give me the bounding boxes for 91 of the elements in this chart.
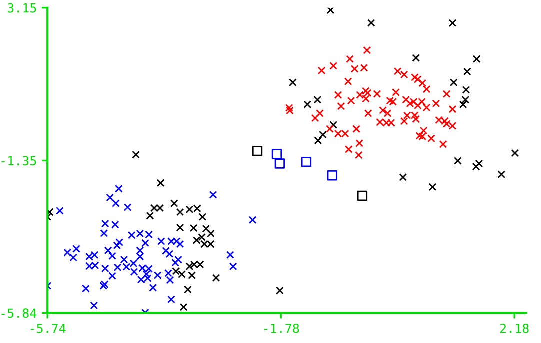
point [206, 230, 215, 238]
point [157, 238, 166, 246]
point [412, 54, 420, 62]
y-tick-label: -1.35 [2, 156, 36, 166]
point [472, 162, 480, 171]
point [100, 229, 108, 238]
point [428, 183, 437, 192]
point [166, 276, 174, 284]
point [184, 286, 192, 294]
point [132, 150, 140, 159]
point [170, 200, 178, 208]
x-tick-label: -5.74 [30, 324, 66, 334]
point [120, 256, 128, 264]
point [149, 284, 158, 292]
point [111, 220, 120, 229]
point [136, 246, 144, 255]
point [104, 246, 112, 255]
point [130, 260, 138, 268]
point [172, 258, 180, 267]
point [252, 146, 263, 156]
point [274, 158, 286, 169]
point [319, 130, 327, 139]
point [209, 191, 218, 199]
point [176, 240, 184, 248]
point [367, 19, 376, 28]
point [454, 157, 462, 165]
point [357, 190, 368, 202]
point [288, 78, 297, 87]
point [90, 302, 98, 310]
point [463, 68, 472, 76]
point [116, 238, 124, 246]
point [511, 149, 520, 158]
point [188, 272, 196, 280]
point [314, 96, 322, 104]
point [166, 250, 174, 258]
point [301, 156, 312, 168]
point [72, 245, 80, 253]
point [314, 136, 322, 145]
point [330, 121, 338, 129]
point [82, 284, 90, 293]
point [56, 207, 64, 215]
point [101, 264, 110, 273]
point [248, 216, 257, 224]
point [475, 160, 484, 168]
point [180, 303, 188, 312]
point [212, 274, 220, 282]
point [101, 220, 110, 228]
point [326, 8, 335, 14]
point [399, 173, 408, 182]
point [272, 149, 282, 160]
x-tick-label: 2.18 [500, 324, 529, 334]
point [459, 100, 468, 109]
point [142, 239, 150, 248]
point [113, 242, 122, 250]
point [112, 200, 120, 208]
point [124, 204, 132, 212]
y-tick-label: -5.84 [2, 308, 37, 318]
point [462, 86, 470, 94]
point [190, 224, 198, 232]
point [142, 270, 151, 278]
point [450, 78, 458, 87]
point [156, 179, 165, 188]
point [106, 194, 114, 202]
point [229, 262, 238, 271]
point [472, 55, 481, 64]
point [198, 213, 207, 222]
point [130, 268, 138, 276]
point [202, 224, 210, 233]
point [164, 269, 172, 278]
point [146, 212, 154, 220]
point [176, 224, 184, 232]
point [327, 170, 338, 181]
point [176, 208, 184, 216]
point [108, 252, 116, 260]
point [498, 170, 506, 179]
point [115, 184, 123, 193]
point [162, 247, 170, 255]
point [304, 100, 312, 109]
y-tick-label: 3.15 [8, 3, 36, 13]
point [154, 272, 162, 280]
point [276, 286, 284, 295]
point [167, 296, 176, 304]
point [462, 96, 470, 104]
point [70, 254, 78, 262]
point [108, 272, 116, 280]
point [174, 256, 182, 264]
point [136, 252, 144, 261]
x-tick-label: -1.78 [264, 324, 300, 334]
point [226, 251, 234, 260]
point [64, 248, 72, 257]
point [448, 19, 457, 28]
